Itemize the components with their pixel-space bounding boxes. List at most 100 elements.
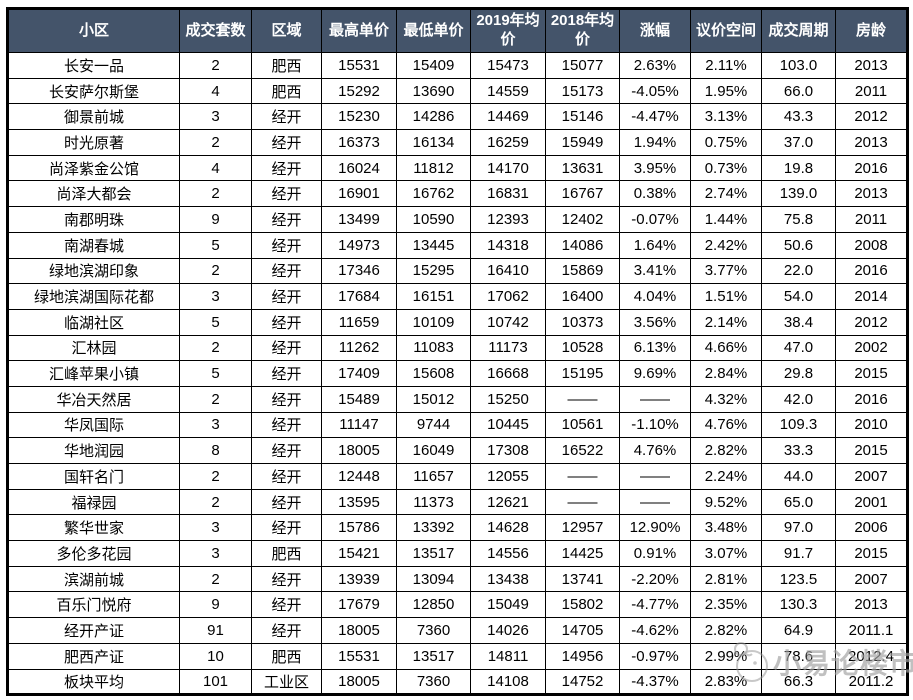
cell-community: 尚泽大都会 [7, 180, 180, 208]
table-row: 绿地滨湖国际花都 3 经开 17684 16151 17062 16400 4.04% 1.51… [7, 283, 908, 310]
cell-avg_2019: 13438 [470, 565, 546, 593]
cell-change: 2.63% [619, 52, 691, 79]
cell-avg_2018: 12402 [545, 206, 620, 233]
cell-change: —— [619, 463, 691, 490]
column-header-district: 区域 [251, 8, 322, 53]
cell-avg_2018: 15173 [545, 77, 620, 105]
cell-min_price: 11083 [396, 334, 471, 362]
cell-cycle: 103.0 [761, 52, 836, 79]
cell-change: 3.41% [619, 257, 691, 285]
cell-district: 经开 [251, 463, 322, 490]
cell-change: -4.47% [619, 103, 691, 131]
cell-bargain: 9.52% [690, 488, 762, 516]
table-row: 华冶天然居 2 经开 15489 15012 15250 —— —— 4.32% 42.0 2016 [7, 385, 908, 413]
cell-avg_2018: 10561 [545, 411, 620, 439]
cell-age: 2013 [835, 591, 908, 619]
cell-avg_2018: 14086 [545, 231, 620, 259]
cell-avg_2018: 10528 [545, 334, 620, 362]
cell-avg_2018: 16522 [545, 437, 620, 464]
cell-avg_2019: 16259 [470, 129, 546, 156]
cell-deals: 91 [179, 617, 252, 644]
cell-deals: 5 [179, 308, 252, 336]
cell-avg_2019: 16410 [470, 257, 546, 285]
cell-min_price: 13690 [396, 77, 471, 105]
cell-bargain: 1.95% [690, 77, 762, 105]
cell-max_price: 15421 [321, 540, 397, 567]
cell-bargain: 2.99% [690, 642, 762, 670]
cell-change: 12.90% [619, 514, 691, 542]
cell-max_price: 11147 [321, 411, 397, 439]
cell-age: 2007 [835, 463, 908, 490]
cell-min_price: 14286 [396, 103, 471, 131]
cell-avg_2019: 16831 [470, 180, 546, 208]
cell-cycle: 19.8 [761, 154, 836, 182]
cell-community: 绿地滨湖印象 [7, 257, 180, 285]
cell-deals: 2 [179, 463, 252, 490]
cell-community: 长安一品 [7, 52, 180, 79]
cell-max_price: 15292 [321, 77, 397, 105]
cell-deals: 3 [179, 411, 252, 439]
cell-cycle: 65.0 [761, 488, 836, 516]
cell-age: 2013 [835, 52, 908, 79]
table-row: 南郡明珠 9 经开 13499 10590 12393 12402 -0.07% 1.44% 75… [7, 206, 908, 233]
cell-avg_2018: 15869 [545, 257, 620, 285]
cell-age: 2001 [835, 488, 908, 516]
cell-deals: 2 [179, 257, 252, 285]
cell-cycle: 33.3 [761, 437, 836, 464]
cell-district: 经开 [251, 257, 322, 285]
cell-max_price: 15531 [321, 642, 397, 670]
cell-age: 2016 [835, 257, 908, 285]
cell-avg_2019: 17308 [470, 437, 546, 464]
cell-avg_2018: 16767 [545, 180, 620, 208]
cell-max_price: 17684 [321, 283, 397, 310]
cell-community: 御景前城 [7, 103, 180, 131]
cell-age: 2002 [835, 334, 908, 362]
cell-community: 多伦多花园 [7, 540, 180, 567]
cell-min_price: 15409 [396, 52, 471, 79]
cell-age: 2012.4 [835, 642, 908, 670]
table-row: 滨湖前城 2 经开 13939 13094 13438 13741 -2.20% 2.81% 12… [7, 565, 908, 593]
cell-avg_2019: 10742 [470, 308, 546, 336]
cell-avg_2019: 14811 [470, 642, 546, 670]
cell-cycle: 123.5 [761, 565, 836, 593]
cell-community: 经开产证 [7, 617, 180, 644]
cell-district: 经开 [251, 617, 322, 644]
cell-bargain: 2.82% [690, 437, 762, 464]
cell-max_price: 16024 [321, 154, 397, 182]
cell-change: -1.10% [619, 411, 691, 439]
cell-avg_2018: 15949 [545, 129, 620, 156]
cell-bargain: 4.66% [690, 334, 762, 362]
cell-bargain: 2.83% [690, 668, 762, 696]
cell-community: 华地润园 [7, 437, 180, 464]
cell-cycle: 139.0 [761, 180, 836, 208]
cell-min_price: 13445 [396, 231, 471, 259]
cell-max_price: 18005 [321, 668, 397, 696]
housing-price-table: 小区 成交套数 区域 最高单价 最低单价 2019年均价 2018年均价 涨幅 议价空间 成交周期… [6, 7, 909, 697]
cell-deals: 2 [179, 180, 252, 208]
cell-avg_2018: 13741 [545, 565, 620, 593]
cell-max_price: 13499 [321, 206, 397, 233]
cell-community: 百乐门悦府 [7, 591, 180, 619]
cell-max_price: 15786 [321, 514, 397, 542]
cell-age: 2006 [835, 514, 908, 542]
cell-min_price: 12850 [396, 591, 471, 619]
cell-district: 经开 [251, 488, 322, 516]
cell-community: 繁华世家 [7, 514, 180, 542]
cell-age: 2008 [835, 231, 908, 259]
cell-change: 4.76% [619, 437, 691, 464]
cell-change: -4.77% [619, 591, 691, 619]
cell-cycle: 91.7 [761, 540, 836, 567]
cell-age: 2015 [835, 437, 908, 464]
cell-district: 经开 [251, 360, 322, 387]
cell-avg_2019: 16668 [470, 360, 546, 387]
cell-avg_2018: 14956 [545, 642, 620, 670]
cell-avg_2019: 12621 [470, 488, 546, 516]
cell-change: 4.04% [619, 283, 691, 310]
table-row: 汇林园 2 经开 11262 11083 11173 10528 6.13% 4.66% 47.0… [7, 334, 908, 362]
cell-community: 时光原著 [7, 129, 180, 156]
cell-deals: 3 [179, 283, 252, 310]
cell-community: 汇林园 [7, 334, 180, 362]
cell-max_price: 14973 [321, 231, 397, 259]
cell-deals: 9 [179, 206, 252, 233]
cell-community: 尚泽紫金公馆 [7, 154, 180, 182]
